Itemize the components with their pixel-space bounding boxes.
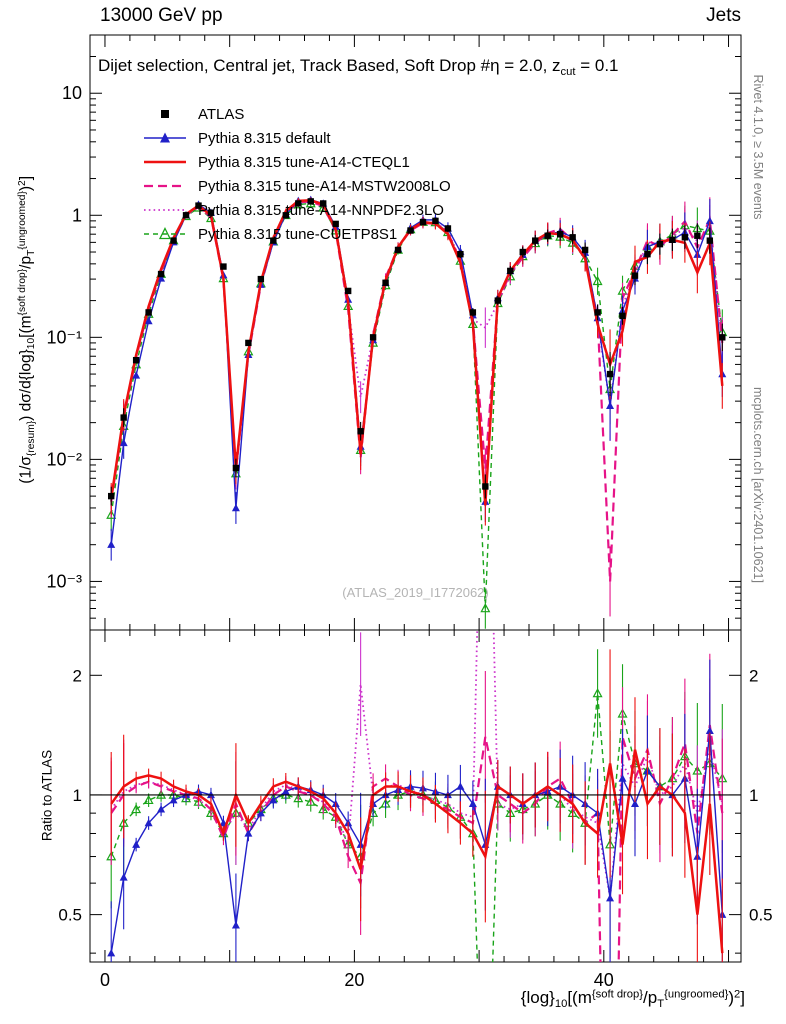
- legend-item: Pythia 8.315 default: [142, 126, 451, 150]
- legend-item: Pythia 8.315 tune-A14-CTEQL1: [142, 150, 451, 174]
- svg-text:10⁻¹: 10⁻¹: [46, 327, 82, 347]
- svg-text:10⁻³: 10⁻³: [46, 571, 82, 591]
- svg-text:20: 20: [344, 970, 364, 990]
- legend-marker-sample: [144, 227, 186, 240]
- svg-text:10: 10: [62, 83, 82, 103]
- analysis-id-watermark: (ATLAS_2019_I1772062): [342, 585, 489, 600]
- plot-title: Dijet selection, Central jet, Track Base…: [98, 56, 619, 78]
- legend-item-label: Pythia 8.315 tune-A14-CTEQL1: [198, 153, 410, 171]
- rivet-version-note: Rivet 4.1.0, ≥ 3.5M events: [751, 74, 765, 220]
- svg-text:0.5: 0.5: [58, 906, 82, 925]
- legend-item-label: ATLAS: [198, 105, 245, 123]
- legend-marker-sample: [144, 184, 186, 188]
- svg-text:1: 1: [72, 205, 82, 225]
- legend-item: ATLAS: [142, 102, 451, 126]
- svg-text:10⁻²: 10⁻²: [46, 449, 82, 469]
- legend-item: Pythia 8.315 tune-CUETP8S1: [142, 222, 451, 246]
- svg-text:1: 1: [73, 786, 82, 805]
- legend: ATLAS Pythia 8.315 default Pythia 8.315 tu…: [142, 102, 451, 246]
- beam-energy-label: 13000 GeV pp: [100, 5, 223, 26]
- legend-marker-sample: [144, 132, 186, 143]
- legend-marker-sample: [144, 160, 186, 164]
- mcplots-reference-note: mcplots.cern.ch [arXiv:2401.10621]: [751, 387, 765, 583]
- svg-text:1: 1: [749, 786, 758, 805]
- legend-item: Pythia 8.315 tune-A14-NNPDF2.3LO: [142, 198, 451, 222]
- legend-marker-sample: [161, 110, 169, 118]
- svg-text:40: 40: [594, 970, 614, 990]
- y-axis-label: (1/σ{resum}) dσ/d{log}10[(m{soft drop}/p…: [17, 175, 37, 484]
- legend-marker-sample: [144, 209, 186, 211]
- svg-text:0.5: 0.5: [749, 906, 773, 925]
- analysis-group-label: Jets: [706, 5, 741, 26]
- svg-text:2: 2: [749, 666, 758, 685]
- legend-item-label: Pythia 8.315 tune-CUETP8S1: [198, 225, 398, 243]
- legend-item-label: Pythia 8.315 tune-A14-NNPDF2.3LO: [198, 201, 444, 219]
- ratio-axis-label: Ratio to ATLAS: [39, 749, 55, 842]
- svg-text:0: 0: [100, 970, 110, 990]
- x-axis-label: {log}10[(m{soft drop}/pT{ungroomed})2]: [520, 988, 745, 1010]
- legend-item-label: Pythia 8.315 default: [198, 129, 331, 147]
- legend-item-label: Pythia 8.315 tune-A14-MSTW2008LO: [198, 177, 451, 195]
- legend-item: Pythia 8.315 tune-A14-MSTW2008LO: [142, 174, 451, 198]
- svg-text:2: 2: [73, 666, 82, 685]
